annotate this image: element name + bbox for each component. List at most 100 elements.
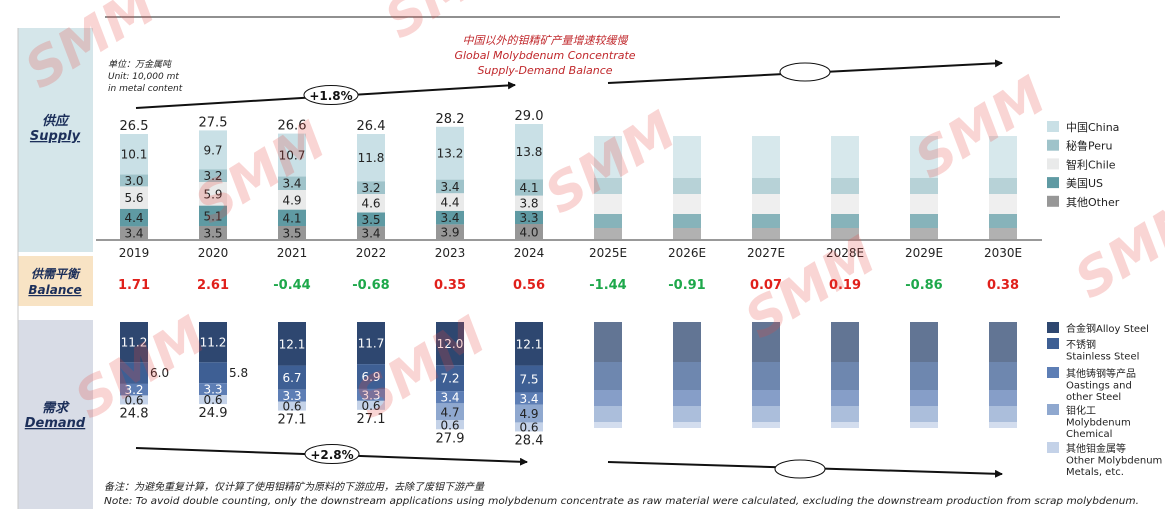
demand-bar-segment (436, 322, 464, 366)
demand-segment-label: 3.4 (440, 391, 459, 405)
supply-bar-segment (357, 212, 385, 227)
supply-legend-swatch (1047, 158, 1059, 170)
demand-segment-label: 12.1 (279, 337, 306, 351)
supply-bar-segment (673, 214, 701, 228)
balance-value: -0.68 (352, 278, 389, 293)
supply-bar-segment (910, 214, 938, 228)
demand-legend-label: 钼化工 (1066, 404, 1096, 417)
supply-segment-label: 11.8 (358, 151, 385, 165)
note-cn: 备注：为避免重复计算，仅计算了使用钼精矿为原料的下游应用，去除了废钼下游产量 (104, 481, 485, 493)
demand-bar-segment (989, 406, 1017, 422)
demand-bar-segment (515, 322, 543, 366)
year-tick-label: 2019 (119, 246, 150, 260)
supply-segment-label: 3.5 (203, 227, 222, 241)
demand-bar-segment (120, 395, 148, 405)
year-tick-label: 2027E (747, 246, 785, 260)
demand-total-label: 27.1 (278, 413, 307, 428)
balance-value: -0.44 (273, 278, 310, 293)
supply-bar-segment (673, 136, 701, 178)
supply-segment-label: 3.5 (361, 213, 380, 227)
demand-bar-segment (752, 406, 780, 422)
supply-cagr-badge (303, 85, 359, 105)
year-tick-label: 2028E (826, 246, 864, 260)
supply-bar-segment (199, 182, 227, 206)
demand-bar-segment (199, 322, 227, 363)
demand-bar-segment (436, 403, 464, 421)
demand-bar-segment (594, 322, 622, 362)
supply-bar-segment (594, 214, 622, 228)
year-tick-label: 2022 (356, 246, 387, 260)
demand-bar-segment (910, 322, 938, 362)
unit-en-1: Unit: 10,000 mt (108, 72, 179, 82)
supply-bar-segment (436, 224, 464, 240)
supply-segment-label: 3.2 (203, 169, 222, 183)
demand-bar-segment (831, 390, 859, 406)
supply-bar-segment (357, 194, 385, 213)
supply-bar-segment (989, 136, 1017, 178)
demand-bar-segment (752, 362, 780, 390)
demand-bar-segment (752, 422, 780, 428)
supply-segment-label: 3.4 (361, 227, 380, 241)
supply-bar-segment (673, 194, 701, 214)
supply-legend-label: 美国US (1066, 177, 1103, 190)
demand-legend-swatch (1047, 442, 1059, 453)
balance-value: 0.35 (434, 278, 466, 293)
supply-total-label: 26.5 (120, 119, 149, 134)
demand-segment-label: 0.6 (282, 400, 301, 414)
year-tick-label: 2029E (905, 246, 943, 260)
demand-segment-label: 3.4 (519, 392, 538, 406)
demand-bar-segment (199, 383, 227, 396)
supply-bar-segment (910, 228, 938, 240)
demand-label-en: Demand (25, 416, 86, 431)
demand-total-label: 27.9 (436, 431, 465, 446)
balance-value: 0.07 (750, 278, 782, 293)
demand-segment-label: 4.9 (519, 407, 538, 421)
demand-bar-segment (594, 422, 622, 428)
supply-forecast-badge (779, 62, 831, 82)
balance-value: -0.86 (905, 278, 942, 293)
supply-segment-label: 4.0 (519, 226, 538, 240)
demand-segment-label: 3.2 (124, 383, 143, 397)
supply-bar-segment (120, 208, 148, 227)
chart-title-en-1: Global Molybdenum Concentrate (454, 49, 635, 62)
supply-total-label: 26.4 (357, 119, 386, 134)
supply-bar-segment (199, 205, 227, 226)
supply-bar-segment (278, 190, 306, 210)
supply-legend-label: 其他Other (1066, 196, 1120, 209)
demand-bar-segment (831, 422, 859, 428)
year-tick-label: 2021 (277, 246, 308, 260)
demand-bar-segment (989, 322, 1017, 362)
demand-total-label: 24.9 (199, 406, 228, 421)
supply-bar-segment (278, 209, 306, 226)
watermark-logo: SMM (905, 65, 1056, 191)
demand-segment-label: 12.0 (437, 337, 464, 351)
supply-segment-label: 3.4 (440, 211, 459, 225)
supply-bar-segment (120, 134, 148, 175)
supply-segment-label: 3.5 (282, 227, 301, 241)
supply-segment-label: 5.9 (203, 187, 222, 201)
demand-legend-label: Other Molybdenum (1066, 456, 1162, 467)
demand-bar-segment (752, 390, 780, 406)
demand-label-cn: 需求 (42, 400, 70, 416)
demand-bar-segment (989, 362, 1017, 390)
demand-bar-segment (831, 362, 859, 390)
supply-bar-segment (594, 194, 622, 214)
supply-segment-label: 4.4 (440, 196, 459, 210)
supply-bar-segment (752, 136, 780, 178)
demand-bar-segment (436, 365, 464, 392)
supply-bar-segment (436, 193, 464, 211)
balance-value: -0.91 (668, 278, 705, 293)
supply-bar-segment (673, 178, 701, 194)
demand-segment-label: 6.7 (282, 371, 301, 385)
supply-segment-label: 3.2 (361, 181, 380, 195)
supply-bar-segment (278, 176, 306, 190)
year-tick-label: 2026E (668, 246, 706, 260)
demand-segment-label: 7.2 (440, 372, 459, 386)
supply-legend-label: 秘鲁Peru (1066, 139, 1113, 153)
supply-bar-segment (831, 214, 859, 228)
supply-legend-label: 中国China (1066, 121, 1119, 134)
supply-bar-segment (910, 194, 938, 214)
demand-panel (18, 320, 93, 509)
demand-bar-segment (752, 322, 780, 362)
